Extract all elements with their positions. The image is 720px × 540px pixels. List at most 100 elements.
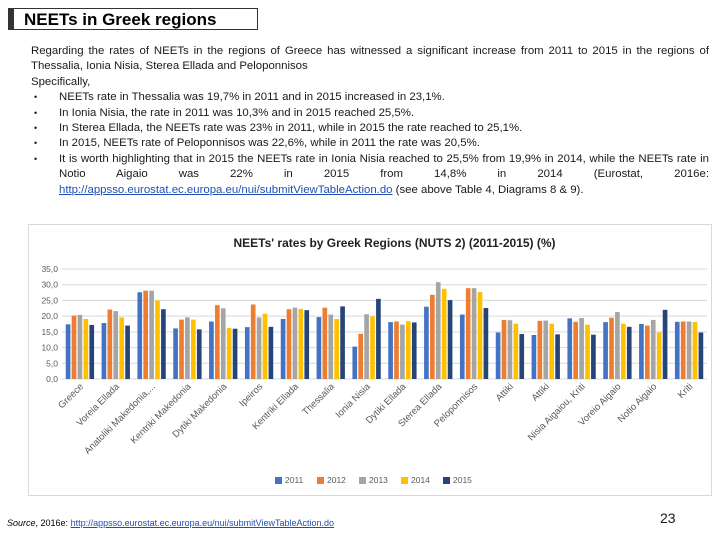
legend-label-2014: 2014 [411,475,430,485]
bar-2012 [465,288,471,379]
bar-2013 [471,288,477,379]
source-link[interactable]: http://appsso.eurostat.ec.europa.eu/nui/… [70,518,335,528]
bar-2013 [149,290,154,379]
bar-2015 [447,300,453,379]
y-tick-label: 15,0 [41,327,58,337]
bar-2011 [101,323,107,379]
bar-2011 [244,327,250,379]
bar-2012 [680,321,686,379]
bullet-text: In Ionia Nisia, the rate in 2011 was 10,… [59,106,415,119]
legend-swatch-2015 [443,477,450,484]
bar-2015 [304,310,310,379]
bar-2011 [674,321,680,379]
bar-2015 [483,307,489,379]
bar-2011 [531,335,537,379]
bar-2012 [322,307,328,379]
bar-2013 [686,321,692,379]
bullet-item: • In 2015, NEETs rate of Peloponnisos was… [31,136,709,151]
eurostat-link[interactable]: http://appsso.eurostat.ec.europa.eu/nui/… [59,183,393,196]
bar-2013 [615,312,620,379]
bar-2012 [143,290,148,379]
bar-2015 [196,329,202,379]
bar-2014 [549,323,554,379]
legend-label-2011: 2011 [285,475,304,485]
footer-source: Source, 2016e: http://appsso.eurostat.ec… [7,518,334,528]
y-tick-label: 0,0 [46,374,58,384]
x-tick-label: Kriti [676,381,695,400]
x-tick-label: Anatoliki Makedonia,... [82,381,157,456]
bullet-icon: • [34,123,38,134]
x-tick-label: Greece [56,381,86,411]
bullet-text: It is worth highlighting that in 2015 th… [59,152,709,181]
bar-2012 [107,309,113,379]
specifically-label: Specifically, [31,75,91,88]
page-number: 23 [660,510,676,526]
x-tick-label: Attiki [530,381,552,403]
bar-2015 [89,324,95,379]
bar-2013 [113,311,119,379]
legend-swatch-2013 [359,477,366,484]
bar-2014 [513,323,519,379]
bullet-list: • NEETs rate in Thessalia was 19,7% in 20… [31,90,709,198]
bullet-text: In 2015, NEETs rate of Peloponnisos was … [59,137,480,150]
bar-2014 [191,319,196,379]
bar-2012 [179,319,184,379]
bar-2013 [292,307,298,379]
bar-2011 [137,292,143,379]
bar-2011 [209,321,214,379]
bar-2014 [692,322,698,379]
bar-2014 [262,313,268,379]
bar-2012 [609,317,614,379]
bar-2013 [579,318,584,379]
bar-2014 [155,300,160,379]
bar-2014 [119,317,124,379]
bar-2015 [340,306,345,379]
y-tick-label: 30,0 [41,280,58,290]
bar-2013 [543,320,549,379]
bar-2011 [316,317,322,379]
bar-2015 [161,309,166,379]
bar-2015 [376,298,381,379]
legend-swatch-2014 [401,477,408,484]
y-tick-label: 20,0 [41,311,58,321]
bar-2012 [215,305,220,379]
x-tick-label: Kentriki Makedonia [129,381,194,446]
legend-label-2012: 2012 [327,475,346,485]
bar-2013 [256,317,262,379]
x-tick-label: Thessalia [300,381,337,418]
bar-2011 [173,328,178,379]
bar-2014 [477,291,483,379]
page-title: NEETs in Greek regions [24,10,217,29]
bar-2014 [656,332,662,379]
y-tick-label: 25,0 [41,295,58,305]
y-tick-label: 35,0 [41,264,58,274]
source-label: Source [7,518,36,528]
bullet-icon: • [34,138,38,149]
bar-2011 [65,324,71,379]
bar-2012 [358,333,363,379]
y-tick-label: 10,0 [41,343,58,353]
bar-2012 [286,309,292,379]
bullet-text: NEETs rate in Thessalia was 19,7% in 201… [59,91,445,104]
bar-2015 [662,309,668,379]
bar-2015 [698,332,704,379]
bullet-icon: • [34,153,38,164]
bar-2011 [459,314,465,379]
bar-2015 [125,325,130,379]
legend-swatch-2011 [275,477,282,484]
bar-2012 [645,325,650,379]
bar-2013 [400,324,405,379]
y-tick-label: 5,0 [46,358,58,368]
bar-2011 [495,332,501,379]
bar-2013 [435,282,441,379]
bar-2011 [280,318,286,379]
bar-2014 [83,318,89,379]
bullet-item: • In Sterea Ellada, the NEETs rate was 23… [31,121,709,136]
bar-2014 [441,288,447,379]
bullet-item: • NEETs rate in Thessalia was 19,7% in 20… [31,90,709,105]
intro-paragraph: Regarding the rates of NEETs in the regi… [31,45,709,73]
bar-2014 [298,308,304,379]
bar-2012 [501,319,507,379]
bar-2011 [603,322,608,379]
legend-swatch-2012 [317,477,324,484]
